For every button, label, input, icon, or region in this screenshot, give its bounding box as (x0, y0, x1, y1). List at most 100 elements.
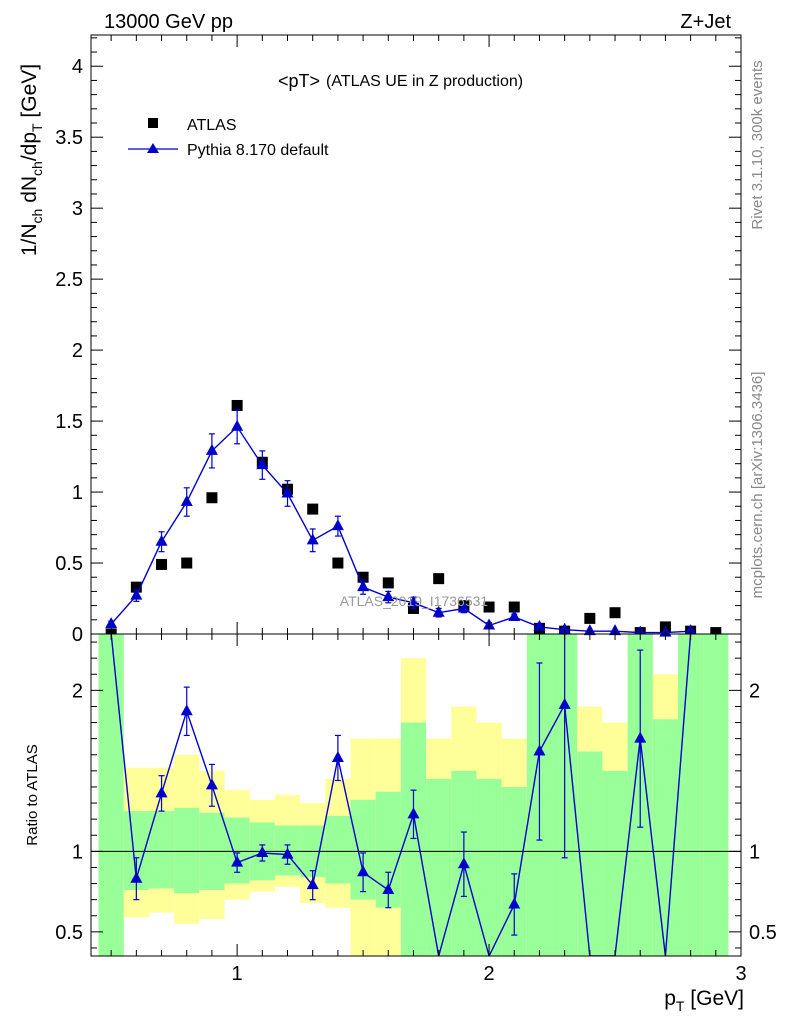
ratio-band-inner (174, 807, 200, 894)
ratio-point (306, 878, 319, 890)
ratio-ytick-label: 0.5 (55, 922, 83, 944)
ratio-ytick-label-right: 1 (749, 841, 760, 863)
ratio-axes: 0.5 0.5 1 1 2 2 1 2 3 (55, 634, 777, 985)
main-ytick-label: 2.5 (55, 269, 83, 291)
pythia-point (155, 534, 168, 546)
ratio-xtick-label: 1 (232, 963, 243, 985)
atlas-point (332, 557, 344, 569)
pythia-point (281, 486, 294, 498)
ratio-ytick-label: 1 (72, 841, 83, 863)
rivet-version-label: Rivet 3.1.10, 300k events (749, 60, 766, 229)
main-panel: 0 0.5 1 1.5 2 2.5 3 3.5 4 <pT> (ATLAS UE in Z pr… (18, 34, 742, 646)
ratio-band-inner (325, 815, 351, 884)
ratio-band-inner (678, 634, 704, 956)
ratio-xtick-label: 2 (483, 963, 494, 985)
ratio-ylabel: Ratio to ATLAS (24, 744, 41, 845)
ratio-marks (110, 634, 692, 956)
watermark: ATLAS_2019_I1736531 (340, 593, 489, 609)
ratio-point (180, 704, 193, 716)
ratio-frame (90, 633, 742, 957)
ratio-point (256, 845, 269, 857)
atlas-point (483, 601, 495, 613)
legend-atlas-marker (148, 118, 158, 128)
ratio-point (457, 857, 470, 869)
ratio-point (382, 882, 395, 894)
pythia-point (357, 580, 370, 592)
ratio-point (407, 807, 420, 819)
atlas-point (156, 558, 168, 570)
ratio-point (634, 731, 647, 743)
pythia-point (382, 590, 395, 602)
ratio-ytick-label-right: 2 (749, 680, 760, 702)
ratio-point (130, 871, 143, 883)
atlas-point (130, 581, 142, 593)
atlas-point (307, 503, 319, 515)
header-process: 13000 GeV pp (104, 11, 233, 33)
atlas-point (181, 557, 193, 569)
main-ytick-label: 1.5 (55, 411, 83, 433)
ratio-band-inner (426, 778, 452, 956)
main-ytick-label: 3 (72, 198, 83, 220)
ratio-panel: 0.5 0.5 1 1 2 2 1 2 3 Ratio to ATLAS pT [GeV] (24, 633, 777, 1014)
ratio-line (110, 634, 692, 956)
atlas-point (357, 571, 369, 583)
main-ytick-label: 0.5 (55, 553, 83, 575)
ratio-xlabel: pT [GeV] (664, 987, 744, 1014)
ratio-ytick-label-right: 0.5 (749, 922, 777, 944)
atlas-point (609, 607, 621, 619)
ratio-point (533, 744, 546, 756)
pythia-point (432, 605, 445, 617)
ratio-band-inner (224, 817, 250, 884)
atlas-point (433, 573, 445, 585)
pythia-point (105, 617, 118, 629)
main-axes: 0 0.5 1 1.5 2 2.5 3 3.5 4 (55, 35, 742, 646)
pythia-point (256, 458, 269, 470)
pythia-point (533, 619, 546, 631)
pythia-point (205, 443, 218, 455)
main-ytick-label: 0 (72, 624, 83, 646)
atlas-point (584, 612, 596, 624)
ratio-band-inner (703, 634, 729, 956)
ratio-band-inner (577, 751, 603, 956)
atlas-point (508, 601, 520, 613)
main-title: <pT> (278, 71, 320, 91)
main-ytick-label: 4 (72, 56, 83, 78)
main-ylabel: 1/Nch dNch/dpT [GeV] (18, 64, 45, 256)
ratio-band-inner (476, 778, 502, 956)
ratio-point (357, 865, 370, 877)
ratio-point (331, 750, 344, 762)
legend-atlas-label: ATLAS (187, 117, 237, 134)
ratio-band-inner (98, 634, 124, 956)
pythia-point (407, 595, 420, 607)
pythia-point (180, 494, 193, 506)
pythia-point (306, 533, 319, 545)
ratio-band-inner (652, 719, 679, 956)
ratio-point (558, 697, 571, 709)
pythia-point (331, 519, 344, 531)
legend: ATLAS Pythia 8.170 default (128, 117, 329, 159)
atlas-point (231, 399, 243, 411)
main-subtitle: (ATLAS UE in Z production) (326, 73, 523, 90)
ratio-band-inner (602, 770, 628, 956)
ratio-ytick-label: 2 (72, 680, 83, 702)
ratio-point (155, 786, 168, 798)
atlas-point (382, 577, 394, 589)
ratio-point (508, 897, 521, 909)
ratio-point (281, 847, 294, 859)
mcplots-label: mcplots.cern.ch [arXiv:1306.3436] (749, 372, 766, 599)
ratio-point (205, 778, 218, 790)
atlas-point (206, 492, 218, 504)
pythia-point (508, 609, 521, 621)
legend-pythia-label: Pythia 8.170 default (187, 142, 329, 159)
main-ytick-label: 2 (72, 340, 83, 362)
pythia-line (110, 425, 691, 634)
ratio-bands (98, 634, 729, 956)
main-ytick-label: 3.5 (55, 127, 83, 149)
header-channel: Z+Jet (680, 11, 731, 33)
ratio-xtick-label: 3 (735, 963, 746, 985)
pythia-point (457, 601, 470, 613)
main-ytick-label: 1 (72, 482, 83, 504)
legend-pythia-marker (147, 143, 159, 153)
pythia-point (231, 419, 244, 431)
